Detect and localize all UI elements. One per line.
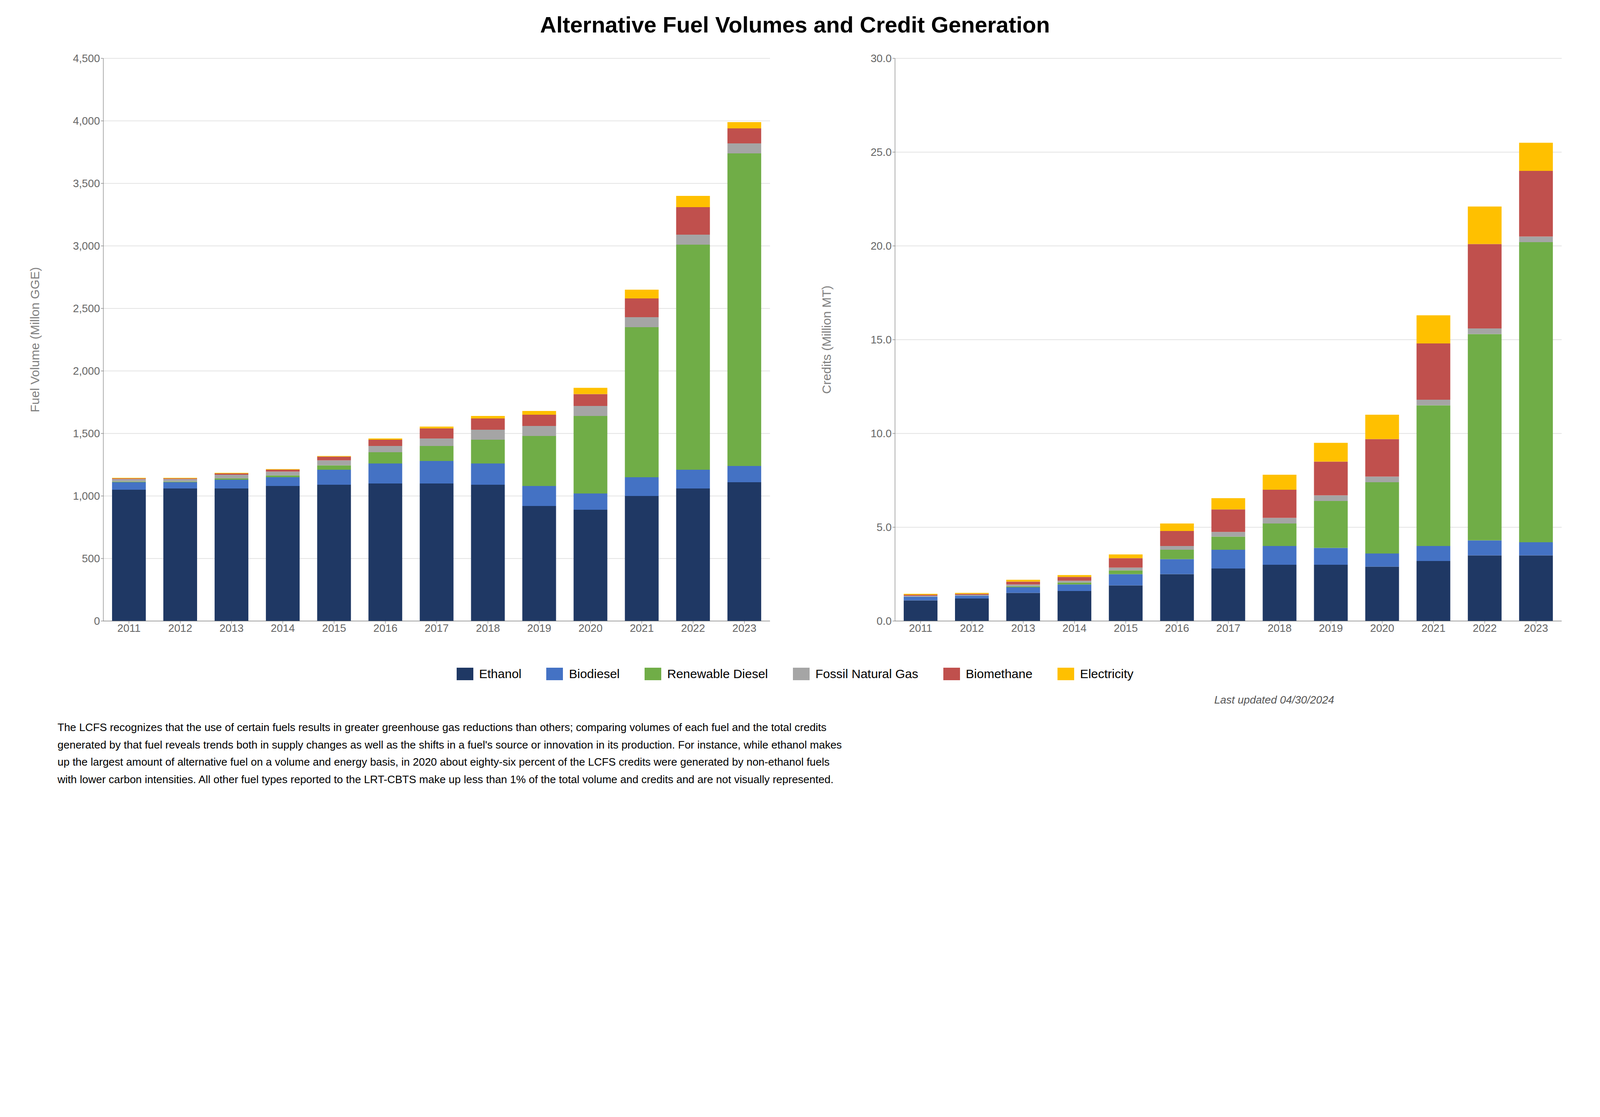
svg-text:2022: 2022 bbox=[1472, 621, 1497, 635]
svg-text:2017: 2017 bbox=[1216, 621, 1241, 635]
svg-text:2011: 2011 bbox=[909, 621, 933, 635]
svg-text:4,000: 4,000 bbox=[72, 114, 100, 128]
html-text:Alternative Fuel Volumes and C: Alternative Fuel Volumes and Credit Gene… bbox=[540, 12, 1050, 38]
svg-text:0.0: 0.0 bbox=[876, 614, 892, 628]
svg-text:30.0: 30.0 bbox=[870, 52, 892, 65]
svg-text:2019: 2019 bbox=[1318, 621, 1343, 635]
html-text:Fossil Natural Gas: Fossil Natural Gas bbox=[815, 666, 919, 681]
svg-text:2,500: 2,500 bbox=[72, 302, 100, 315]
svg-text:15.0: 15.0 bbox=[870, 333, 892, 346]
svg-text:2013: 2013 bbox=[219, 621, 244, 635]
svg-text:2013: 2013 bbox=[1011, 621, 1036, 635]
svg-text:2015: 2015 bbox=[1113, 621, 1138, 635]
svg-text:1,000: 1,000 bbox=[72, 489, 100, 503]
svg-text:2012: 2012 bbox=[168, 621, 193, 635]
svg-text:2021: 2021 bbox=[629, 621, 654, 635]
html-text:Biodiesel: Biodiesel bbox=[568, 666, 620, 681]
svg-text:2014: 2014 bbox=[270, 621, 295, 635]
svg-text:2016: 2016 bbox=[373, 621, 398, 635]
html-text:Ethanol: Ethanol bbox=[479, 666, 522, 681]
svg-text:25.0: 25.0 bbox=[870, 145, 892, 159]
svg-text:2016: 2016 bbox=[1165, 621, 1190, 635]
svg-text:2,000: 2,000 bbox=[72, 364, 100, 378]
html-text:Last updated 04/30/2024: Last updated 04/30/2024 bbox=[1214, 693, 1335, 706]
svg-text:Fuel Volume (Millon GGE): Fuel Volume (Millon GGE) bbox=[27, 267, 42, 413]
svg-text:5.0: 5.0 bbox=[876, 520, 892, 534]
svg-text:4,500: 4,500 bbox=[72, 52, 100, 65]
svg-text:2014: 2014 bbox=[1062, 621, 1087, 635]
svg-text:2018: 2018 bbox=[1267, 621, 1292, 635]
svg-text:2012: 2012 bbox=[960, 621, 985, 635]
svg-text:2021: 2021 bbox=[1421, 621, 1446, 635]
svg-text:2023: 2023 bbox=[732, 621, 757, 635]
svg-text:2019: 2019 bbox=[527, 621, 552, 635]
html-text:Electricity: Electricity bbox=[1079, 666, 1134, 681]
svg-text:20.0: 20.0 bbox=[870, 239, 892, 253]
svg-text:Credits (Million MT): Credits (Million MT) bbox=[819, 285, 834, 394]
html-text:Biomethane: Biomethane bbox=[965, 666, 1033, 681]
svg-text:2023: 2023 bbox=[1524, 621, 1549, 635]
svg-text:1,500: 1,500 bbox=[72, 427, 100, 440]
svg-text:0: 0 bbox=[94, 614, 100, 628]
svg-text:3,500: 3,500 bbox=[72, 177, 100, 190]
svg-text:3,000: 3,000 bbox=[72, 239, 100, 253]
svg-text:10.0: 10.0 bbox=[870, 427, 892, 440]
html-text:Renewable Diesel: Renewable Diesel bbox=[667, 666, 768, 681]
svg-text:2018: 2018 bbox=[475, 621, 500, 635]
svg-text:2020: 2020 bbox=[1370, 621, 1395, 635]
svg-text:500: 500 bbox=[82, 552, 100, 565]
svg-text:2015: 2015 bbox=[322, 621, 347, 635]
html-text:The LCFS recognizes that the u: The LCFS recognizes that the use of cert… bbox=[57, 720, 842, 786]
svg-text:2020: 2020 bbox=[578, 621, 603, 635]
svg-text:2011: 2011 bbox=[117, 621, 141, 635]
svg-text:2022: 2022 bbox=[680, 621, 705, 635]
svg-text:2017: 2017 bbox=[424, 621, 449, 635]
